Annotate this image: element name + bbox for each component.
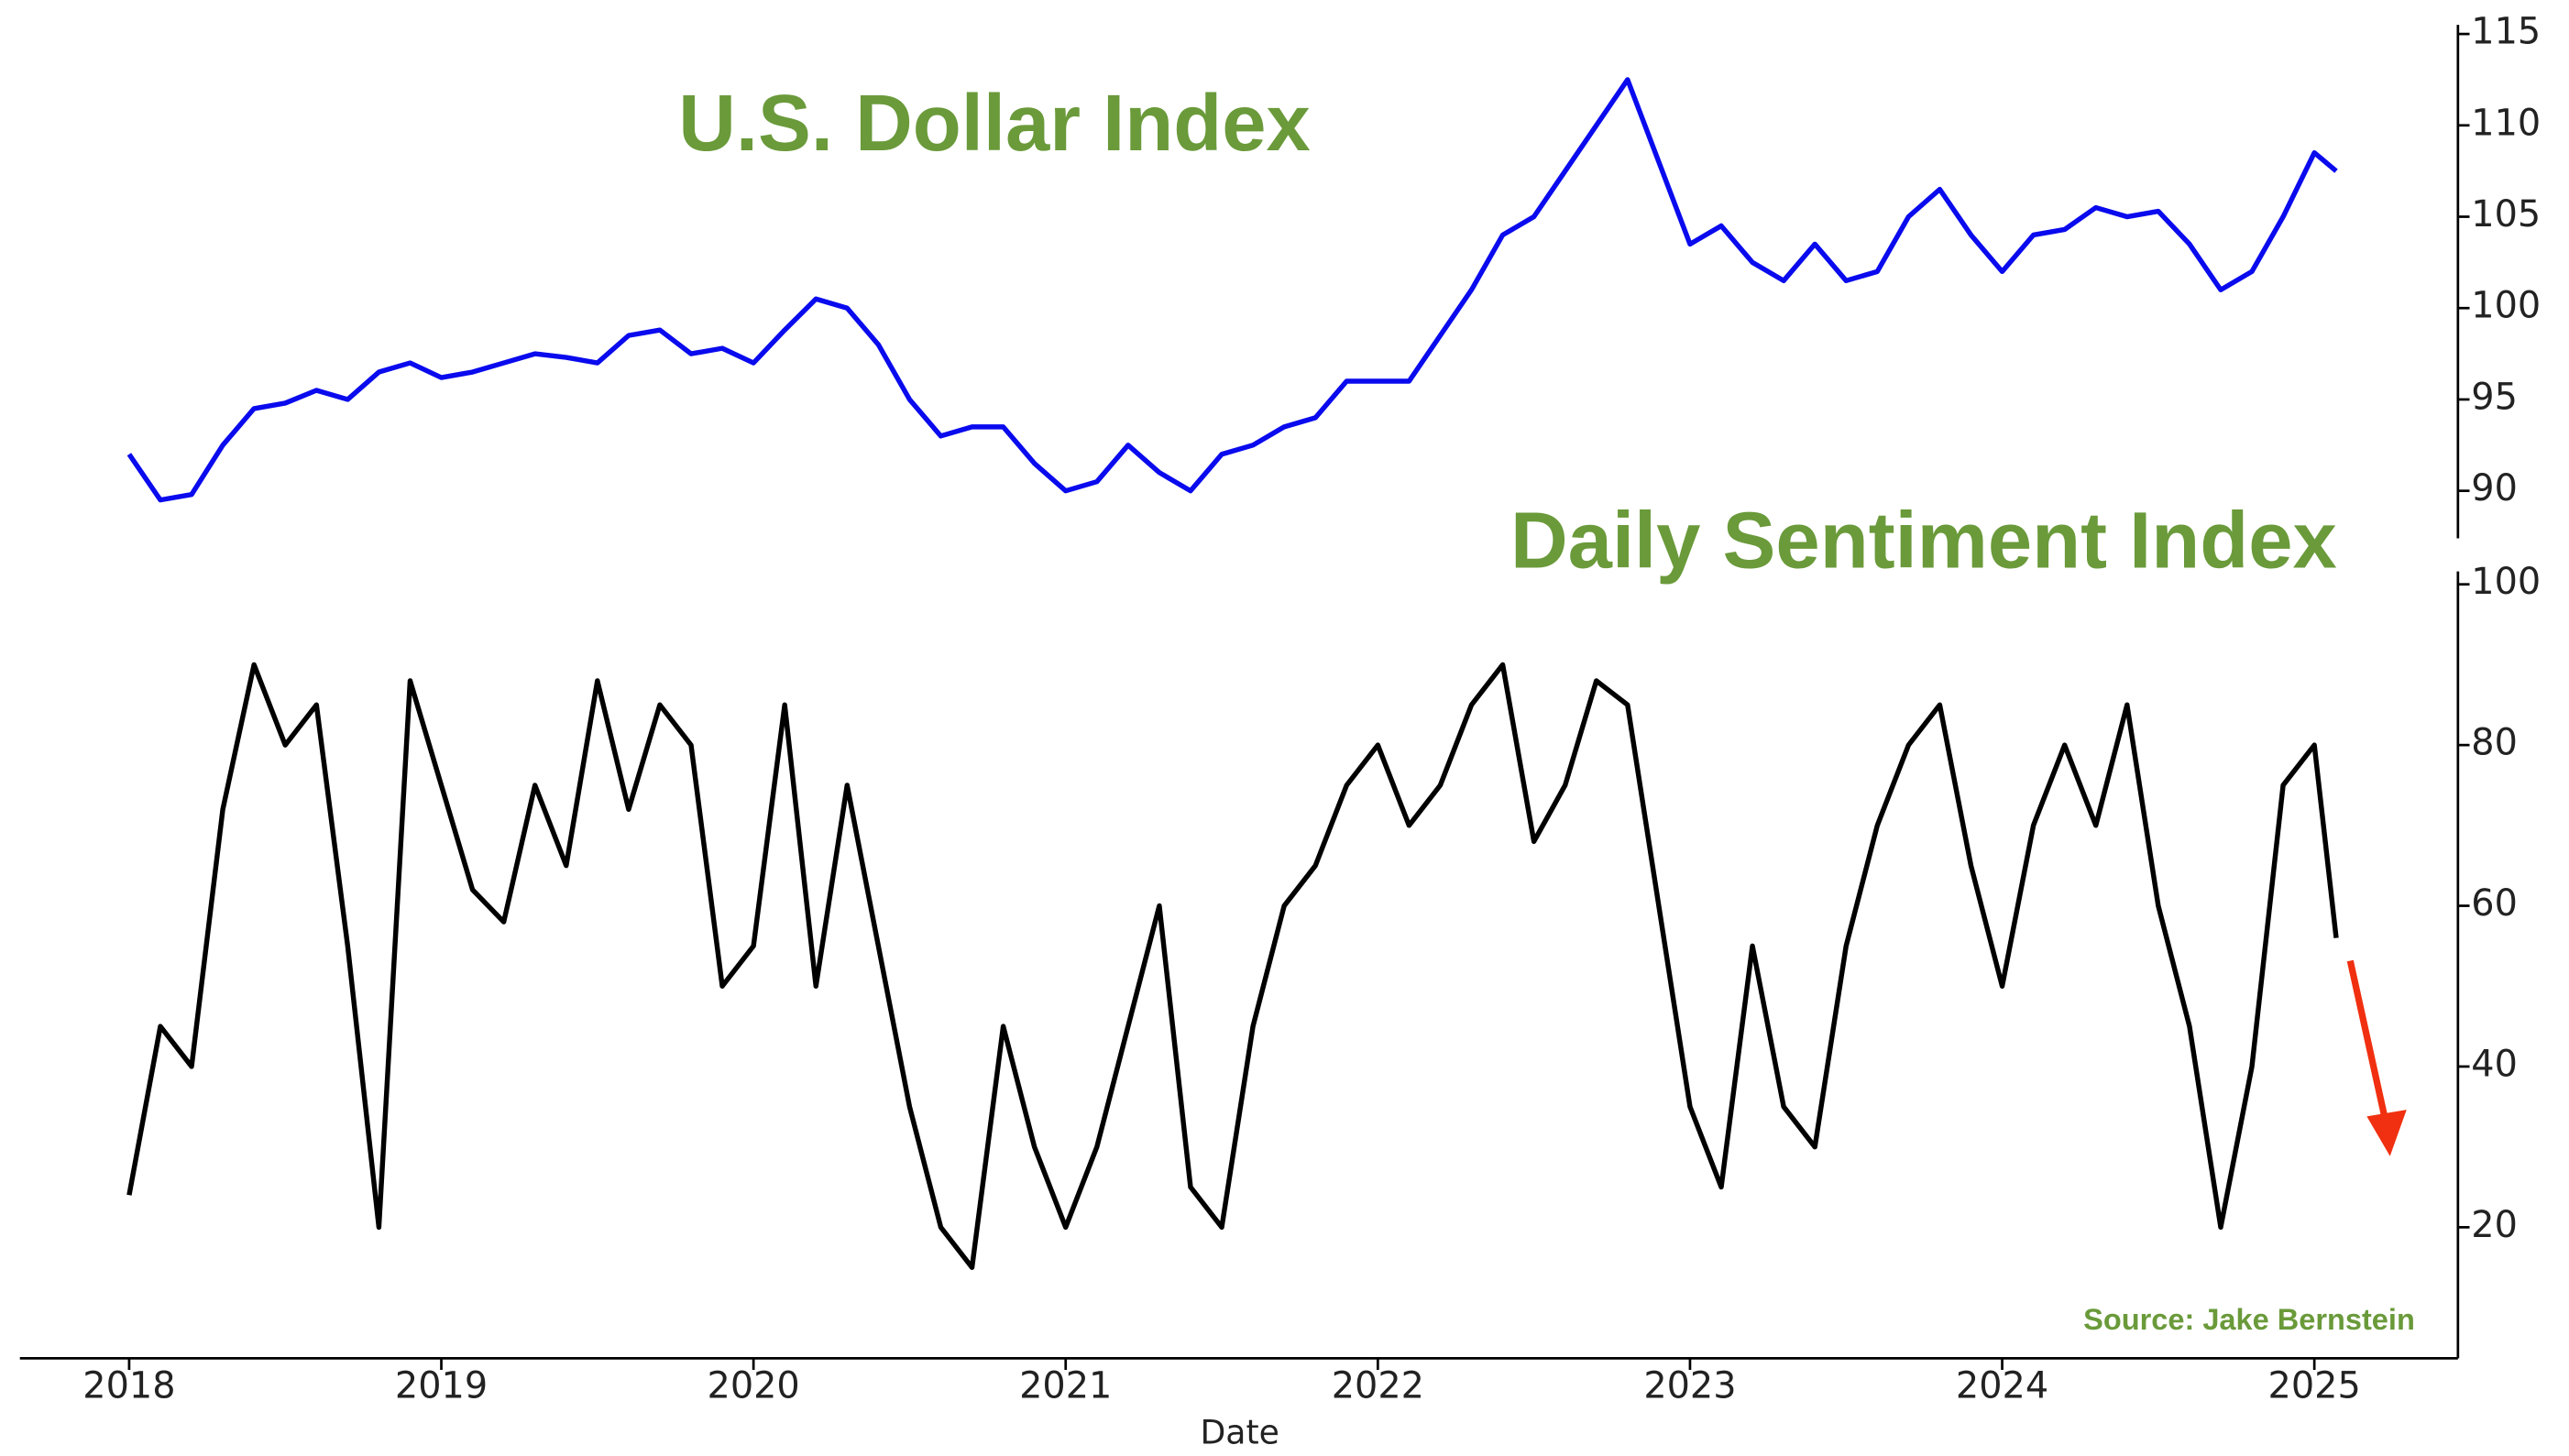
y-tick-label: 40	[2471, 1043, 2518, 1085]
x-tick-label: 2025	[2268, 1364, 2361, 1407]
x-tick-label: 2021	[1019, 1364, 1112, 1407]
x-tick-label: 2022	[1332, 1364, 1424, 1407]
x-tick-label: 2023	[1643, 1364, 1736, 1407]
y-tick-label: 105	[2471, 193, 2541, 235]
y-tick-label: 60	[2471, 882, 2518, 925]
x-tick-label: 2020	[708, 1364, 800, 1407]
line	[126, 662, 2339, 1270]
y-tick-label: 100	[2471, 285, 2541, 327]
y-tick-label: 90	[2471, 467, 2518, 509]
chart-title: U.S. Dollar Index	[678, 79, 1311, 168]
y-tick-label: 110	[2471, 102, 2541, 144]
y-tick-label: 100	[2471, 561, 2541, 603]
y-tick-label: 20	[2471, 1204, 2518, 1246]
chart-title: Daily Sentiment Index	[1510, 496, 2337, 585]
y-tick-label: 80	[2471, 722, 2518, 764]
x-tick-label: 2024	[1956, 1364, 2048, 1407]
y-tick-label: 95	[2471, 376, 2518, 418]
annotation: Source: Jake Bernstein	[2083, 1303, 2415, 1336]
x-axis-label: Date	[1200, 1413, 1279, 1452]
line	[126, 77, 2338, 503]
y-tick-label: 115	[2471, 11, 2541, 53]
x-tick-label: 2019	[395, 1364, 488, 1407]
x-tick-label: 2018	[82, 1364, 175, 1407]
arrow	[2346, 959, 2390, 1128]
arrow-head	[2366, 1110, 2407, 1156]
